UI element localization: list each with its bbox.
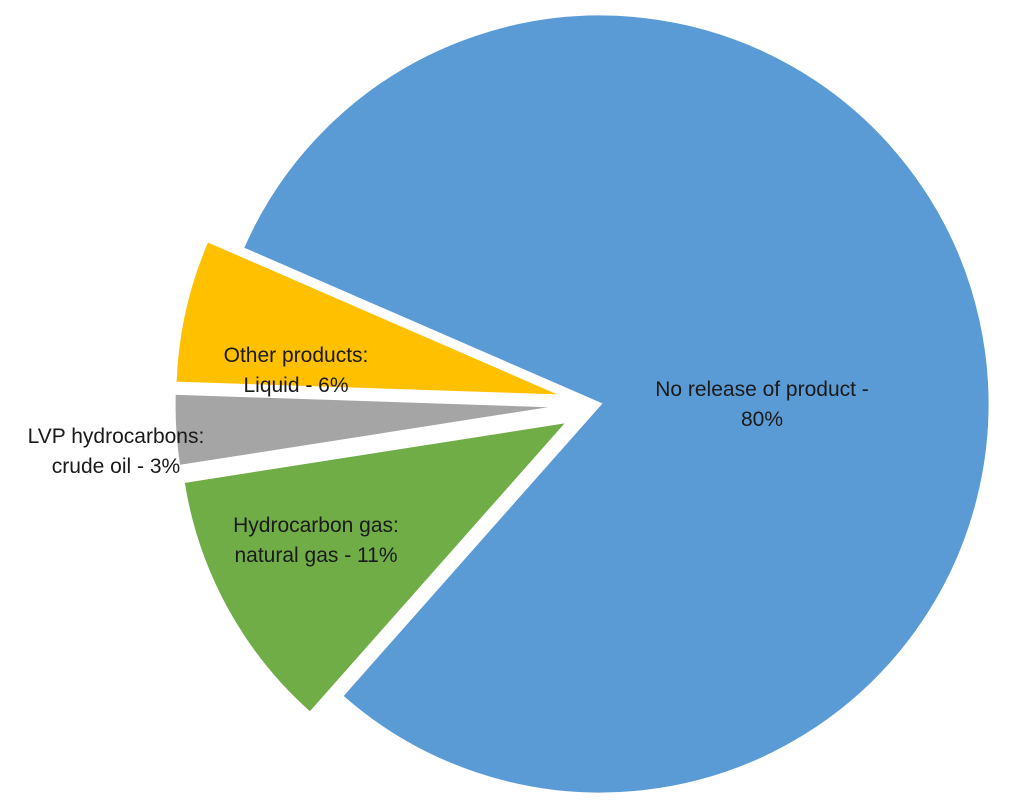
pie-slice-no-release <box>240 12 992 796</box>
pie-slice-crude-oil <box>172 391 565 469</box>
pie-label-line: LVP hydrocarbons: <box>28 425 205 448</box>
pie-label-line: Hydrocarbon gas: <box>233 514 399 537</box>
pie-label-line: No release of product - <box>655 378 869 401</box>
pie-label-line: natural gas - 11% <box>234 544 397 567</box>
pie-label-no-release: No release of product - 80% <box>655 378 869 431</box>
pie-slice-other-liquid <box>173 238 566 398</box>
pie-slice-natural-gas <box>181 419 573 716</box>
pie-label-line: Liquid - 6% <box>243 374 348 397</box>
pie-label-line: Other products: <box>224 344 369 367</box>
pie-label-natural-gas: Hydrocarbon gas: natural gas - 11% <box>233 514 399 567</box>
pie-label-other-liquid: Other products: Liquid - 6% <box>224 344 369 397</box>
pie-slices <box>172 12 992 796</box>
pie-label-line: 80% <box>741 408 783 431</box>
pie-label-crude-oil: LVP hydrocarbons: crude oil - 3% <box>28 425 205 478</box>
pie-label-line: crude oil - 3% <box>52 455 180 478</box>
pie-labels: No release of product - 80% Hydrocarbon ga… <box>28 344 869 567</box>
